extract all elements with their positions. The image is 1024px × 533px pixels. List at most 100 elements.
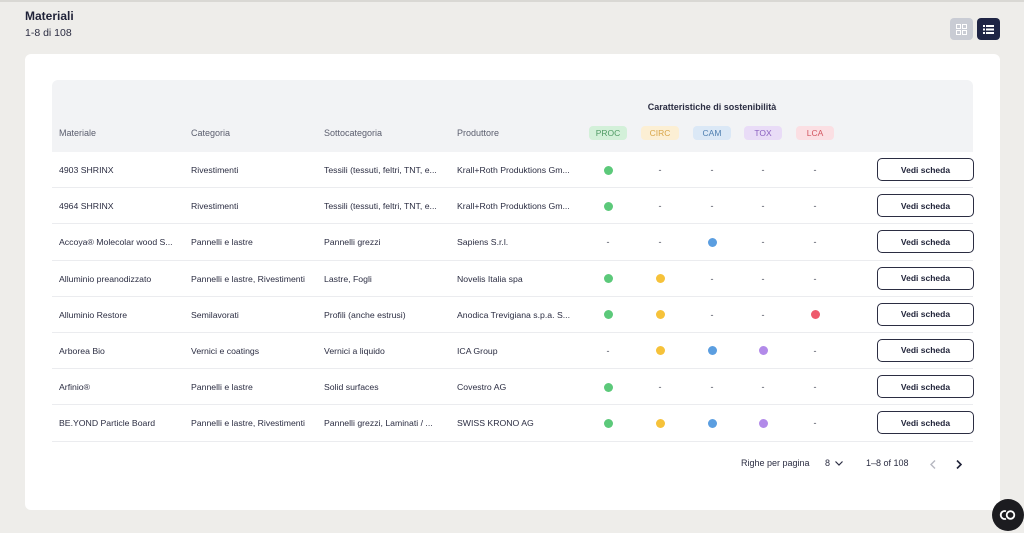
cell-categoria: Vernici e coatings [191,345,260,356]
badge-cam: CAM [693,126,731,140]
cell-categoria: Pannelli e lastre, Rivestimenti [191,273,305,284]
pagination-range: 1–8 of 108 [866,458,909,468]
badge-tox: TOX [744,126,782,140]
indicator-lca-empty: - [813,273,817,284]
indicator-circ-empty: - [658,237,662,248]
cell-categoria: Semilavorati [191,309,239,320]
indicator-cam-empty: - [710,273,714,284]
cell-sottocategoria: Pannelli grezzi, Laminati / ... [324,418,433,429]
cell-produttore: Anodica Trevigiana s.p.a. S... [457,309,571,320]
table-body: 4903 SHRINX Rivestimenti Tessili (tessuti,… [52,152,974,442]
column-produttore[interactable]: Produttore [457,128,500,138]
indicator-tox-empty: - [761,165,765,175]
vedi-scheda-button[interactable]: Vedi scheda [877,375,974,399]
indicator-lca [796,297,834,333]
status-dot-icon [603,382,613,392]
indicator-tox [744,333,782,369]
rows-per-page-label: Righe per pagina [741,458,810,468]
indicator-circ-empty: - [658,165,662,175]
table-row[interactable]: 4903 SHRINX Rivestimenti Tessili (tessuti,… [52,152,974,189]
vedi-scheda-button[interactable]: Vedi scheda [877,302,974,326]
indicator-circ [641,261,679,297]
indicator-lca-empty: - [813,201,817,212]
indicator-circ-empty: - [658,201,662,212]
chat-fab-button[interactable] [992,499,1024,531]
indicator-lca-empty: - [813,237,817,248]
status-dot-icon [603,274,613,284]
cell-categoria: Rivestimenti [191,201,239,212]
cell-materiale: Arfinio® [59,382,91,393]
column-categoria[interactable]: Categoria [191,128,231,138]
table-row[interactable]: Alluminio preanodizzato Pannelli e lastre… [52,261,974,297]
indicator-circ [641,405,679,441]
indicator-tox-empty: - [761,201,765,212]
indicator-circ-empty: - [658,382,662,393]
cell-sottocategoria: Pannelli grezzi [324,237,381,248]
materials-card: Caratteristiche di sostenibilità Materia… [25,54,1000,510]
cell-categoria: Pannelli e lastre [191,237,253,248]
indicator-proc [589,369,627,405]
chevron-down-icon [835,460,843,466]
rows-per-page-value: 8 [825,458,831,468]
indicator-lca-empty: - [813,165,817,175]
cell-materiale: Arborea Bio [59,345,105,356]
cell-sottocategoria: Vernici a liquido [324,345,385,356]
top-divider [0,0,1024,2]
list-view-button[interactable] [977,18,1000,40]
cell-produttore: Sapiens S.r.l. [457,237,509,248]
list-icon [983,24,994,34]
status-dot-icon [603,310,613,320]
status-dot-icon [707,237,717,247]
previous-page-button[interactable] [930,459,936,473]
table-row[interactable]: Arborea Bio Vernici e coatings Vernici a l… [52,333,974,370]
indicator-proc [589,261,627,297]
table-header: Caratteristiche di sostenibilità Materia… [52,80,973,152]
cell-materiale: 4964 SHRINX [59,201,114,212]
grid-view-button[interactable] [950,18,973,40]
chevron-left-icon [930,460,936,469]
cell-categoria: Pannelli e lastre [191,382,253,393]
table-row[interactable]: Alluminio Restore Semilavorati Profili (an… [52,297,974,333]
vedi-scheda-button[interactable]: Vedi scheda [877,158,974,181]
cell-materiale: Alluminio Restore [59,309,128,320]
column-sottocategoria[interactable]: Sottocategoria [324,128,383,138]
vedi-scheda-button[interactable]: Vedi scheda [877,266,974,290]
indicator-lca-empty: - [813,418,817,429]
indicator-circ [641,297,679,333]
table-row[interactable]: Arfinio® Pannelli e lastre Solid surfaces C… [52,369,974,406]
table-row[interactable]: 4964 SHRINX Rivestimenti Tessili (tessuti,… [52,188,974,225]
badge-lca: LCA [796,126,834,140]
materials-table: Caratteristiche di sostenibilità Materia… [52,80,974,442]
table-row[interactable]: BE.YOND Particle Board Pannelli e lastre,… [52,405,974,442]
indicator-cam-empty: - [710,309,714,320]
vedi-scheda-button[interactable]: Vedi scheda [877,338,974,362]
indicator-proc [589,188,627,224]
status-dot-icon [707,418,717,428]
cell-materiale: Alluminio preanodizzato [59,273,152,284]
column-materiale[interactable]: Materiale [59,128,97,138]
vedi-scheda-button[interactable]: Vedi scheda [877,194,974,218]
indicator-tox-empty: - [761,273,765,284]
cell-sottocategoria: Lastre, Fogli [324,273,372,284]
indicator-circ [641,333,679,369]
rows-per-page-select[interactable]: 8 [825,456,843,470]
indicator-cam [693,333,731,369]
indicator-tox [744,405,782,441]
status-dot-icon [655,274,665,284]
cell-sottocategoria: Profili (anche estrusi) [324,309,406,320]
badge-circ: CIRC [641,126,679,140]
chevron-right-icon [956,459,963,470]
indicator-cam-empty: - [710,165,714,175]
indicator-tox-empty: - [761,382,765,393]
cell-sottocategoria: Solid surfaces [324,382,379,393]
table-row[interactable]: Accoya® Molecolar wood S... Pannelli e la… [52,224,974,261]
status-dot-icon [758,346,768,356]
cell-produttore: Krall+Roth Produktions Gm... [457,201,570,212]
cell-materiale: BE.YOND Particle Board [59,418,156,429]
indicator-cam [693,405,731,441]
vedi-scheda-button[interactable]: Vedi scheda [877,230,974,254]
status-dot-icon [655,418,665,428]
next-page-button[interactable] [956,459,963,473]
cell-sottocategoria: Tessili (tessuti, feltri, TNT, e... [324,201,437,212]
vedi-scheda-button[interactable]: Vedi scheda [877,411,974,435]
